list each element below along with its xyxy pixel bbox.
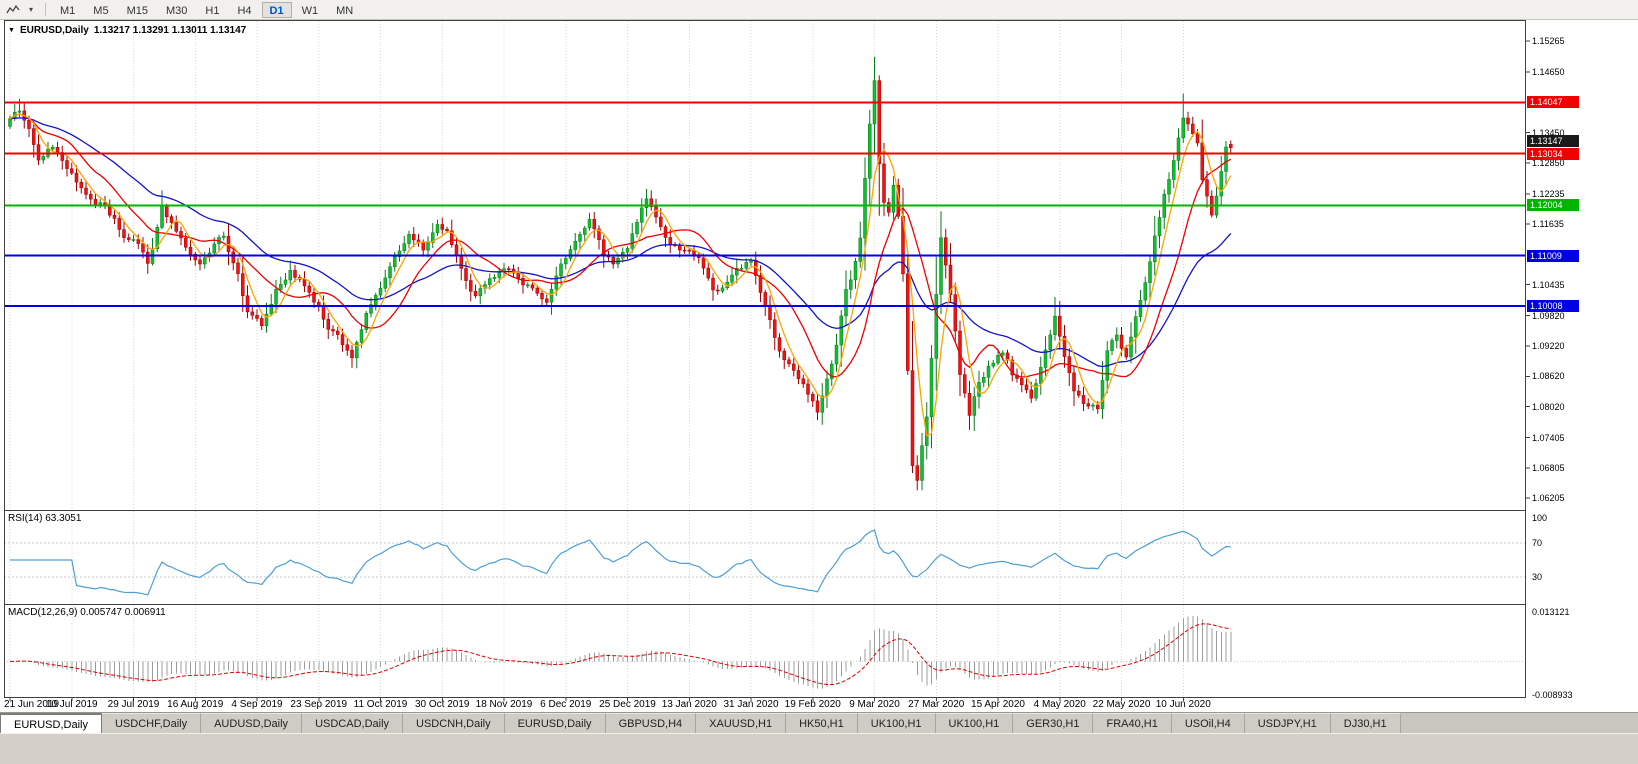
toolbar-separator	[45, 3, 46, 16]
timeframe-button-m5[interactable]: M5	[93, 4, 109, 17]
timeframe-buttons-group: M1 M5 M15 M30 H1 H4 D1 W1 MN	[51, 1, 362, 18]
time-axis-label: 21 Jun 2019	[4, 699, 60, 710]
time-axis-label: 18 Nov 2019	[475, 699, 533, 710]
time-axis[interactable]: 21 Jun 2019 10 Jul 2019 29 Jul 2019 16 Aug …	[0, 698, 1526, 712]
price-tick-label: 1.11635	[1532, 219, 1564, 230]
chart-symbol-label: EURUSD,Daily	[19, 25, 89, 36]
rsi-indicator-label: RSI(14) 63.3051	[8, 513, 82, 524]
chart-tab-audusd-daily-2[interactable]: AUDUSD,Daily	[201, 713, 303, 734]
timeframe-toolbar: ▾ M1 M5 M15 M30 H1 H4 D1 W1 MN	[0, 0, 1638, 20]
chart-tab-ger30-h1-11[interactable]: GER30,H1	[1013, 713, 1094, 734]
time-axis-label: 15 Apr 2020	[971, 699, 1025, 710]
chart-tab-usdcad-daily-3[interactable]: USDCAD,Daily	[302, 713, 404, 734]
time-axis-label: 4 Sep 2019	[231, 699, 283, 710]
rsi-scale-label: 100	[1532, 513, 1548, 523]
time-axis-label: 23 Sep 2019	[290, 699, 348, 710]
timeframe-button-m30[interactable]: M30	[165, 4, 188, 17]
rsi-scale-label: 70	[1532, 538, 1543, 549]
chart-dropdown-caret-icon[interactable]: ▾	[28, 5, 33, 14]
chart-tab-xauusd-h1-7[interactable]: XAUUSD,H1	[696, 713, 787, 734]
chart-ohlc-values: 1.13217 1.13291 1.13011 1.13147	[93, 25, 247, 36]
timeframe-button-w1[interactable]: W1	[301, 4, 319, 17]
zigzag-chart-glyph	[6, 4, 20, 13]
price-tick-label: 1.09820	[1532, 310, 1565, 321]
chart-tab-bar: EURUSD,Daily USDCHF,Daily AUDUSD,Daily USDC…	[0, 712, 1638, 734]
chart-tab-usoil-h4-13[interactable]: USOil,H4	[1171, 713, 1245, 734]
price-tick-label: 1.12850	[1532, 157, 1565, 168]
price-chart-canvas[interactable]	[0, 0, 1638, 712]
macd-indicator-label: MACD(12,26,9) 0.005747 0.006911	[8, 607, 166, 618]
chart-tab-dj30-h1-15[interactable]: DJ30,H1	[1330, 713, 1401, 734]
time-axis-label: 30 Oct 2019	[415, 699, 470, 710]
time-axis-label: 4 May 2020	[1033, 699, 1086, 710]
rsi-scale-label: 30	[1532, 571, 1543, 582]
time-axis-label: 29 Jul 2019	[107, 699, 160, 710]
time-axis-label: 16 Aug 2019	[167, 699, 224, 710]
timeframe-button-h1[interactable]: H1	[205, 4, 220, 17]
time-axis-label: 25 Dec 2019	[599, 699, 656, 710]
time-axis-label: 11 Oct 2019	[353, 699, 408, 710]
time-axis-label: 19 Feb 2020	[784, 699, 841, 710]
timeframe-button-d1[interactable]: D1	[261, 1, 292, 18]
time-axis-label: 10 Jul 2019	[45, 699, 98, 710]
time-axis-label: 27 Mar 2020	[908, 699, 965, 710]
price-tick-label: 1.13450	[1532, 127, 1565, 138]
price-tick-label: 1.09220	[1532, 341, 1565, 351]
chart-menu-icon[interactable]: ▼	[8, 27, 15, 34]
price-tick-label: 1.14650	[1532, 66, 1565, 77]
macd-scale-min-label: -0.008933	[1532, 690, 1573, 700]
current-price-tag: 1.13147	[1527, 134, 1579, 147]
price-level-tag: 1.10008	[1527, 300, 1579, 313]
price-tick-label: 1.08020	[1532, 401, 1565, 412]
time-axis-label: 9 Mar 2020	[849, 699, 900, 710]
time-axis-label: 31 Jan 2020	[723, 699, 779, 710]
price-tick-label: 1.12235	[1532, 188, 1565, 199]
chart-title: ▼ EURUSD,Daily 1.13217 1.13291 1.13011 1…	[8, 25, 246, 36]
price-level-tag: 1.13034	[1527, 147, 1579, 160]
price-tick-label: 1.15265	[1532, 35, 1565, 46]
chart-tab-eurusd-daily-0[interactable]: EURUSD,Daily	[0, 713, 102, 734]
timeframe-button-h4[interactable]: H4	[237, 4, 252, 17]
chart-tab-hk50-h1-8[interactable]: HK50,H1	[786, 713, 858, 734]
time-axis-label: 6 Dec 2019	[540, 699, 592, 710]
price-tick-label: 1.10435	[1532, 279, 1565, 290]
chart-tab-eurusd-daily-5[interactable]: EURUSD,Daily	[504, 713, 606, 734]
price-tick-label: 1.06205	[1532, 493, 1565, 504]
chart-tab-usdcnh-daily-4[interactable]: USDCNH,Daily	[403, 713, 505, 734]
price-scale[interactable]: 1.15265 1.14650 1.13450 1.12850 1.12235 1.116…	[1527, 20, 1638, 712]
chart-type-icon[interactable]	[4, 1, 22, 18]
chart-tab-uk100-h1-10[interactable]: UK100,H1	[935, 713, 1014, 734]
chart-background	[0, 20, 1638, 712]
time-axis-label: 22 May 2020	[1092, 699, 1151, 710]
price-level-tag: 1.11009	[1527, 249, 1579, 262]
price-tick-label: 1.06805	[1532, 462, 1565, 473]
chart-tab-gbpusd-h4-6[interactable]: GBPUSD,H4	[605, 713, 697, 734]
status-bar	[0, 733, 1638, 764]
chart-tab-usdchf-daily-1[interactable]: USDCHF,Daily	[101, 713, 202, 734]
price-tick-label: 1.08620	[1532, 371, 1565, 382]
price-level-tag: 1.12004	[1527, 199, 1579, 212]
time-axis-label: 10 Jun 2020	[1155, 699, 1211, 710]
timeframe-button-m15[interactable]: M15	[126, 4, 148, 17]
timeframe-button-mn[interactable]: MN	[336, 4, 354, 17]
time-axis-label: 13 Jan 2020	[661, 699, 717, 710]
price-level-tag: 1.14047	[1527, 96, 1579, 109]
chart-tab-fra40-h1-12[interactable]: FRA40,H1	[1093, 713, 1172, 734]
timeframe-button-m1[interactable]: M1	[60, 4, 76, 17]
chart-tab-usdjpy-h1-14[interactable]: USDJPY,H1	[1244, 713, 1331, 734]
macd-scale-max-label: 0.013121	[1532, 607, 1570, 617]
price-tick-label: 1.07405	[1532, 432, 1565, 443]
chart-tab-uk100-h1-9[interactable]: UK100,H1	[857, 713, 936, 734]
